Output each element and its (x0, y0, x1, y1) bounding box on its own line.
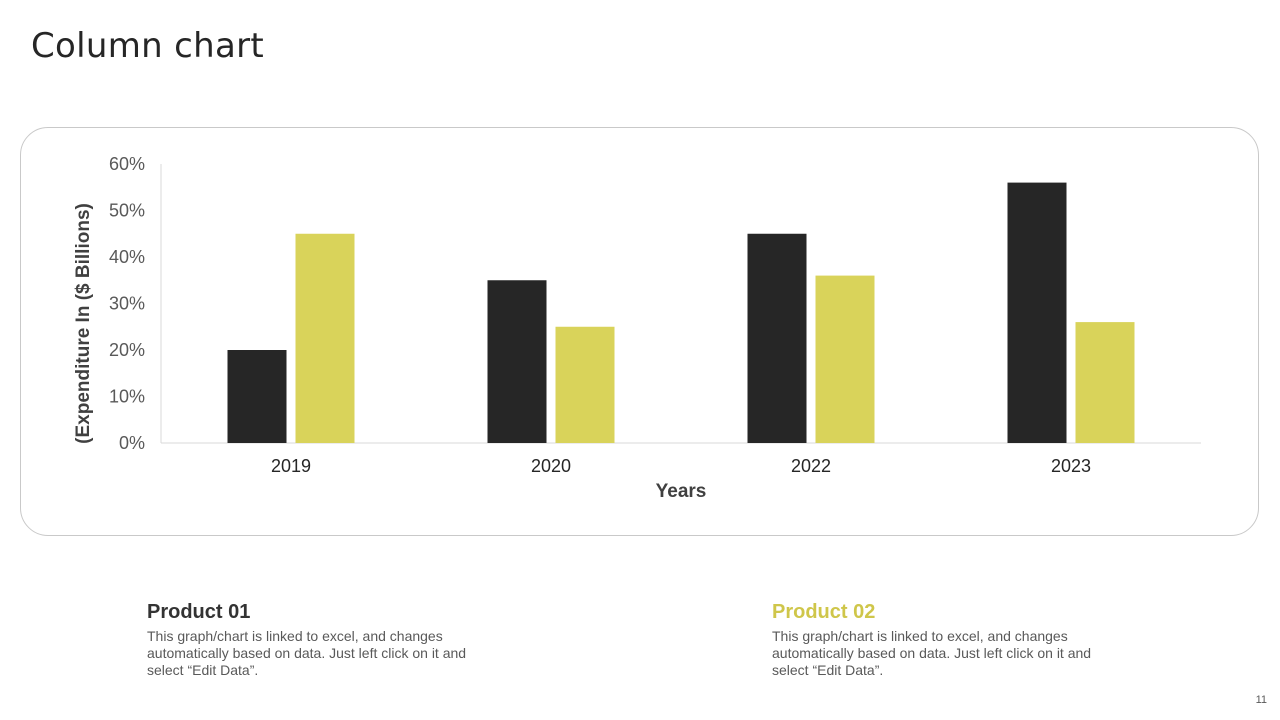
x-tick-label: 2020 (531, 456, 571, 476)
y-tick-label: 60% (109, 154, 145, 174)
bar-product-01-2022 (747, 233, 807, 443)
bar-product-02-2020 (555, 326, 615, 443)
legend-product-02: Product 02 This graph/chart is linked to… (772, 601, 1112, 679)
bar-product-02-2023 (1075, 322, 1135, 443)
bar-product-01-2020 (487, 280, 547, 443)
x-axis-title: Years (656, 481, 707, 502)
bar-product-01-2023 (1007, 182, 1067, 443)
x-tick-label: 2023 (1051, 456, 1091, 476)
y-tick-label: 10% (109, 387, 145, 407)
y-axis-title: (Expenditure In ($ Billions) (73, 203, 94, 444)
chart-card: 0% 10% 20% 30% 40% 50% 60% 2019 2020 2022 2023 Year… (20, 127, 1259, 536)
legend-description-product-02: This graph/chart is linked to excel, and… (772, 628, 1092, 678)
legend-title-product-01: Product 01 (147, 601, 251, 623)
bar-product-02-2019 (295, 233, 355, 443)
x-tick-label: 2019 (271, 456, 311, 476)
legend-description-product-01: This graph/chart is linked to excel, and… (147, 628, 467, 678)
y-tick-label: 40% (109, 247, 145, 267)
legend-product-01: Product 01 This graph/chart is linked to… (147, 601, 487, 679)
y-tick-label: 30% (109, 294, 145, 314)
column-chart: 0% 10% 20% 30% 40% 50% 60% 2019 2020 2022 2023 Year… (73, 154, 1201, 502)
y-tick-label: 0% (119, 433, 145, 453)
bar-product-02-2022 (815, 275, 875, 443)
legend-title-product-02: Product 02 (772, 601, 876, 623)
slide-title: Column chart (31, 26, 265, 66)
bar-product-01-2019 (227, 350, 287, 443)
page-number: 11 (1255, 694, 1267, 706)
y-tick-label: 20% (109, 340, 145, 360)
y-tick-label: 50% (109, 201, 145, 221)
x-tick-label: 2022 (791, 456, 831, 476)
